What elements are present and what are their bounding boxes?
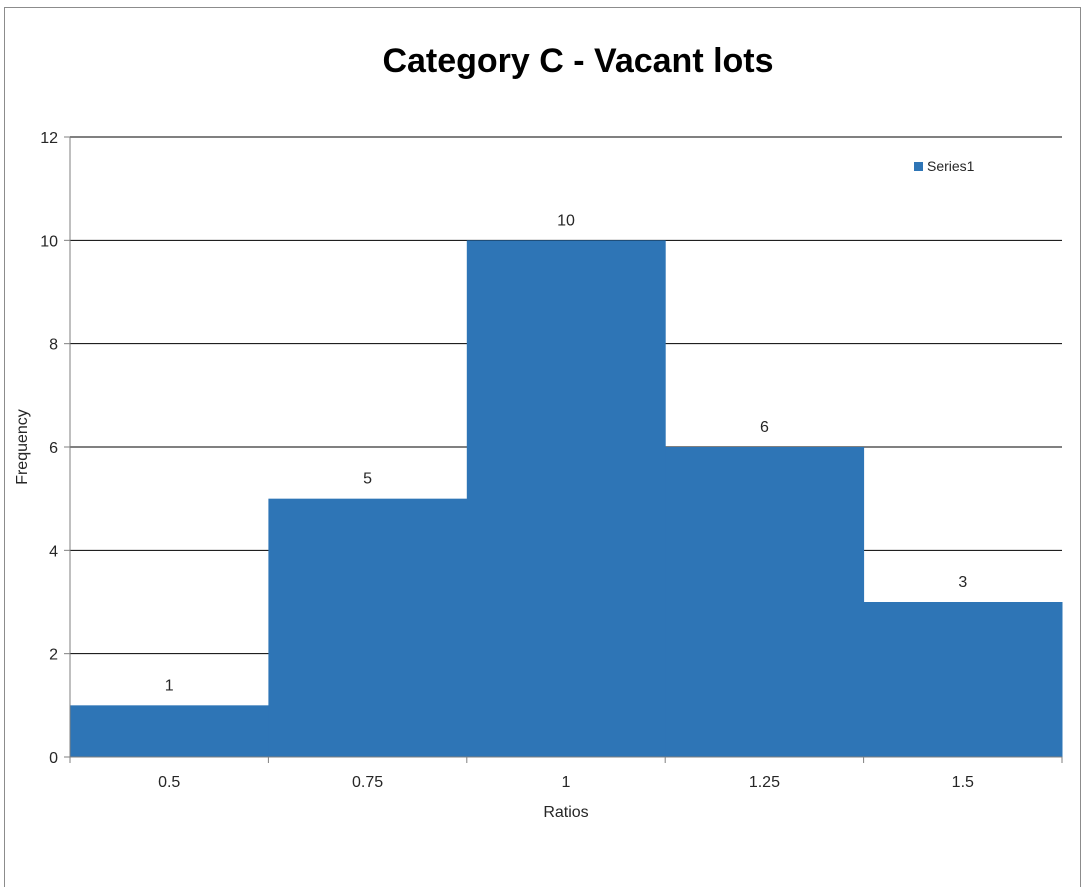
- bar-0_5: [70, 705, 269, 757]
- legend-swatch-series1: [914, 162, 923, 171]
- y-tick-label-4: 8: [49, 337, 58, 354]
- bars: [70, 240, 1063, 758]
- data-label-1: 5: [363, 471, 372, 488]
- bar-1: [466, 240, 666, 758]
- x-tick-label-3: 1.25: [749, 774, 780, 791]
- bar-1_25: [665, 447, 865, 757]
- y-axis-label: Frequency: [14, 409, 31, 485]
- y-tick-label-1: 2: [49, 647, 58, 664]
- y-tick-label-3: 6: [49, 440, 58, 457]
- chart-title: Category C - Vacant lots: [382, 42, 773, 80]
- data-label-2: 10: [557, 212, 575, 229]
- x-tick-label-1: 0.75: [352, 774, 383, 791]
- y-tick-label-0: 0: [49, 750, 58, 767]
- data-label-0: 1: [165, 677, 174, 694]
- y-tick-label-6: 12: [40, 130, 58, 147]
- bar-1_5: [863, 602, 1063, 757]
- y-tick-label-5: 10: [40, 233, 58, 250]
- x-tick-label-4: 1.5: [952, 774, 974, 791]
- legend: Series1: [914, 158, 975, 174]
- axes: [64, 136, 1063, 763]
- y-tick-label-2: 4: [49, 543, 58, 560]
- x-tick-labels: 0.5 0.75 1 1.25 1.5: [158, 774, 974, 791]
- y-tick-labels: 0 2 4 6 8 10 12: [40, 130, 58, 767]
- data-label-3: 6: [760, 419, 769, 436]
- x-axis-label: Ratios: [543, 804, 588, 821]
- data-labels: 1 5 10 6 3: [165, 212, 968, 694]
- x-tick-label-0: 0.5: [158, 774, 180, 791]
- bar-0_75: [268, 498, 468, 757]
- data-label-4: 3: [958, 574, 967, 591]
- legend-label-series1: Series1: [927, 158, 975, 174]
- x-tick-label-2: 1: [562, 774, 571, 791]
